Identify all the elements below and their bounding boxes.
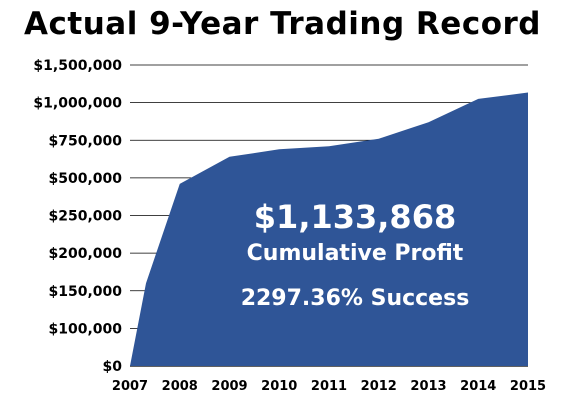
y-tick-label: $500,000 bbox=[48, 171, 122, 187]
y-tick-label: $200,000 bbox=[48, 246, 122, 262]
x-tick-label: 2012 bbox=[361, 379, 397, 394]
annotation-total: $1,133,868 bbox=[254, 198, 456, 236]
y-tick-label: $0 bbox=[103, 359, 123, 375]
y-tick-label: $750,000 bbox=[48, 133, 122, 149]
x-axis-ticks: 2007 2008 2009 2010 2011 2012 2013 2014 2015 bbox=[112, 379, 546, 394]
y-tick-label: $100,000 bbox=[48, 321, 122, 337]
x-tick-label: 2015 bbox=[510, 379, 546, 394]
x-tick-label: 2009 bbox=[211, 379, 247, 394]
chart-title: Actual 9-Year Trading Record bbox=[24, 6, 541, 42]
y-tick-label: $150,000 bbox=[48, 284, 122, 300]
cumulative-profit-area bbox=[130, 92, 528, 367]
x-tick-label: 2014 bbox=[460, 379, 496, 394]
annotation-success: 2297.36% Success bbox=[241, 286, 470, 311]
x-tick-label: 2013 bbox=[410, 379, 446, 394]
x-tick-label: 2011 bbox=[311, 379, 347, 394]
annotation-total-label: Cumulative Profit bbox=[247, 241, 464, 266]
y-tick-label: $1,000,000 bbox=[33, 96, 122, 112]
y-tick-label: $250,000 bbox=[48, 209, 122, 225]
y-tick-label: $1,500,000 bbox=[33, 58, 122, 74]
y-axis-ticks: $0 $100,000 $150,000 $200,000 $250,000 $500,0… bbox=[33, 58, 122, 375]
x-tick-label: 2007 bbox=[112, 379, 148, 394]
x-tick-label: 2010 bbox=[261, 379, 297, 394]
x-tick-label: 2008 bbox=[162, 379, 198, 394]
